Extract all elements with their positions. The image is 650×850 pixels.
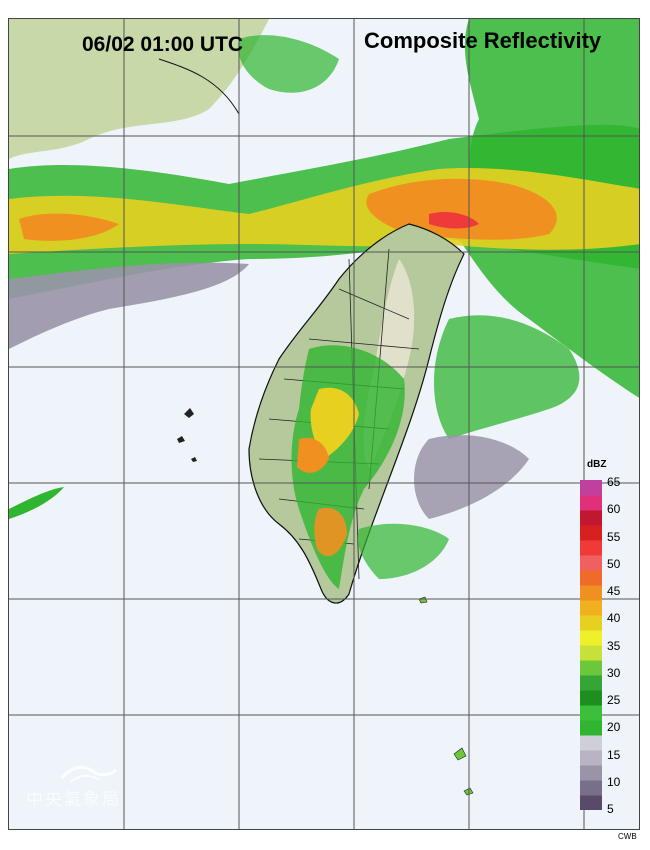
echo-southeast — [357, 523, 449, 579]
legend-swatch — [580, 780, 602, 796]
legend-tick-label: 40 — [607, 611, 621, 626]
legend-swatch — [580, 630, 602, 646]
legend-swatch — [580, 510, 602, 526]
legend-tick-label: 60 — [607, 502, 621, 517]
taiwan-echo-south — [314, 507, 347, 557]
legend-swatch — [580, 690, 602, 706]
legend-swatch — [580, 525, 602, 541]
legend-tick-label: 50 — [607, 556, 621, 571]
mainland-coast — [9, 19, 269, 159]
legend-tick-label: 20 — [607, 720, 621, 735]
echo-band-orange-west — [19, 213, 119, 241]
lat-lon-grid — [9, 19, 639, 829]
legend-swatch — [580, 735, 602, 751]
legend-swatch — [580, 675, 602, 691]
legend-swatch — [580, 615, 602, 631]
product-title: Composite Reflectivity — [364, 28, 602, 53]
reflectivity-color-bar — [580, 480, 602, 810]
echo-band-gray — [9, 262, 249, 349]
legend-swatch — [580, 480, 602, 496]
legend-swatch — [580, 750, 602, 766]
legend-tick-label: 10 — [607, 774, 621, 789]
legend-tick-label: 15 — [607, 747, 621, 762]
legend-swatch — [580, 645, 602, 661]
legend-swatch — [580, 660, 602, 676]
taiwan-echo-yellow — [310, 387, 359, 459]
echo-core-red — [429, 212, 479, 229]
legend-tick-label: 35 — [607, 638, 621, 653]
legend-tick-label: 5 — [607, 802, 614, 816]
taiwan-echo-orange — [297, 437, 329, 473]
legend-unit-label: dBZ — [587, 459, 607, 470]
legend-tick-label: 25 — [607, 693, 621, 707]
east-islets — [418, 596, 474, 796]
radar-map — [9, 19, 639, 829]
legend-tick-label: 55 — [607, 529, 621, 544]
cwb-watermark: 中央氣象局 — [26, 790, 121, 810]
legend-swatch — [580, 555, 602, 571]
echo-west-strip — [9, 487, 64, 519]
legend-swatch — [580, 585, 602, 601]
echo-east — [434, 315, 580, 439]
echo-top-green — [238, 35, 339, 93]
legend-swatch — [580, 570, 602, 586]
cwb-logo-icon — [60, 765, 117, 783]
legend-swatch — [580, 600, 602, 616]
legend-tick-label: 65 — [607, 475, 621, 489]
radar-map-frame — [8, 18, 640, 830]
echo-band-orange — [366, 178, 557, 240]
legend-swatch — [580, 795, 602, 810]
legend-tick-label: 45 — [607, 584, 621, 598]
legend-swatch — [580, 495, 602, 511]
timestamp-label: 06/02 01:00 UTC — [82, 33, 244, 56]
legend-tick-label: 30 — [607, 665, 621, 680]
echo-east-gray — [414, 435, 529, 519]
mainland-coast-detail — [158, 58, 240, 115]
legend-swatch — [580, 720, 602, 736]
legend-swatch — [580, 705, 602, 721]
source-label: CWB — [618, 832, 637, 841]
legend-swatch — [580, 765, 602, 781]
legend-swatch — [580, 540, 602, 556]
